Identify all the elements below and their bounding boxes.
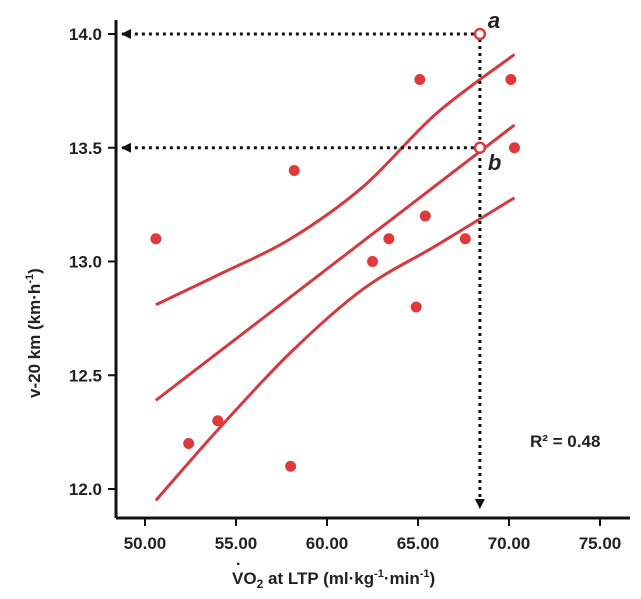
y-tick-label: 12.5 [69,366,102,385]
confidence-interval-lines [154,53,516,502]
data-point [419,210,431,222]
x-tick-label: 60.00 [306,534,349,553]
x-tick-label: 75.00 [579,534,622,553]
guide-lines [121,29,485,509]
y-ticks: 12.0 12.5 13.0 13.5 14.0 [69,25,116,499]
x-axis-title-v: V [232,569,244,588]
y-tick-label: 14.0 [69,25,102,44]
regression-line [155,123,516,402]
x-axis-title-sup2: -1 [420,568,430,580]
data-point [150,233,162,245]
ci-upper-line [155,53,516,307]
x-tick-label: 65.00 [397,534,440,553]
annotations: a b R² = 0.48 [488,8,601,451]
x-tick-label: 50.00 [124,534,167,553]
y-tick-label: 13.0 [69,253,102,272]
data-point [410,301,422,313]
y-axis-title-main: v-20 km (km·h [25,284,44,398]
data-point [508,142,520,154]
y-tick-label: 13.5 [69,139,102,158]
data-point [505,74,517,85]
data-point [414,74,426,85]
data-point [459,233,471,245]
x-axis-title-o: O [243,569,256,588]
data-point [212,415,224,427]
y-tick-label: 12.0 [69,480,102,499]
axes [114,20,630,520]
y-axis-title-end: ) [25,268,44,274]
vdot-mark: · [236,556,241,573]
annotation-b-marker [473,141,487,154]
data-points [150,27,520,472]
x-axis-title-sup1: -1 [374,568,384,580]
y-axis-title: v-20 km (km·h-1) [24,268,44,398]
x-axis-title-end: ) [430,569,436,588]
x-ticks: 50.00 55.00 60.00 65.00 70.00 75.00 [124,518,622,553]
x-axis-title-mid: at LTP (ml·kg [263,569,374,588]
annotation-b: b [488,150,501,175]
regression-line-group [155,123,516,402]
data-point [288,165,300,176]
r-squared-label: R² = 0.48 [530,432,600,451]
y-axis-title-sup: -1 [24,274,36,284]
data-point [383,233,395,245]
data-point [285,460,297,472]
annotation-a: a [488,8,500,33]
data-point [367,256,378,267]
x-tick-label: 70.00 [488,534,531,553]
data-point [183,438,195,449]
x-axis-title-min: ·min [384,569,420,588]
ci-lower-line [154,196,516,502]
annotation-a-marker [473,27,487,41]
x-axis-title-sub: 2 [257,577,264,591]
x-axis-title: VO2 at LTP (ml·kg-1·min-1) [232,568,435,591]
x-tick-label: 55.00 [215,534,258,553]
